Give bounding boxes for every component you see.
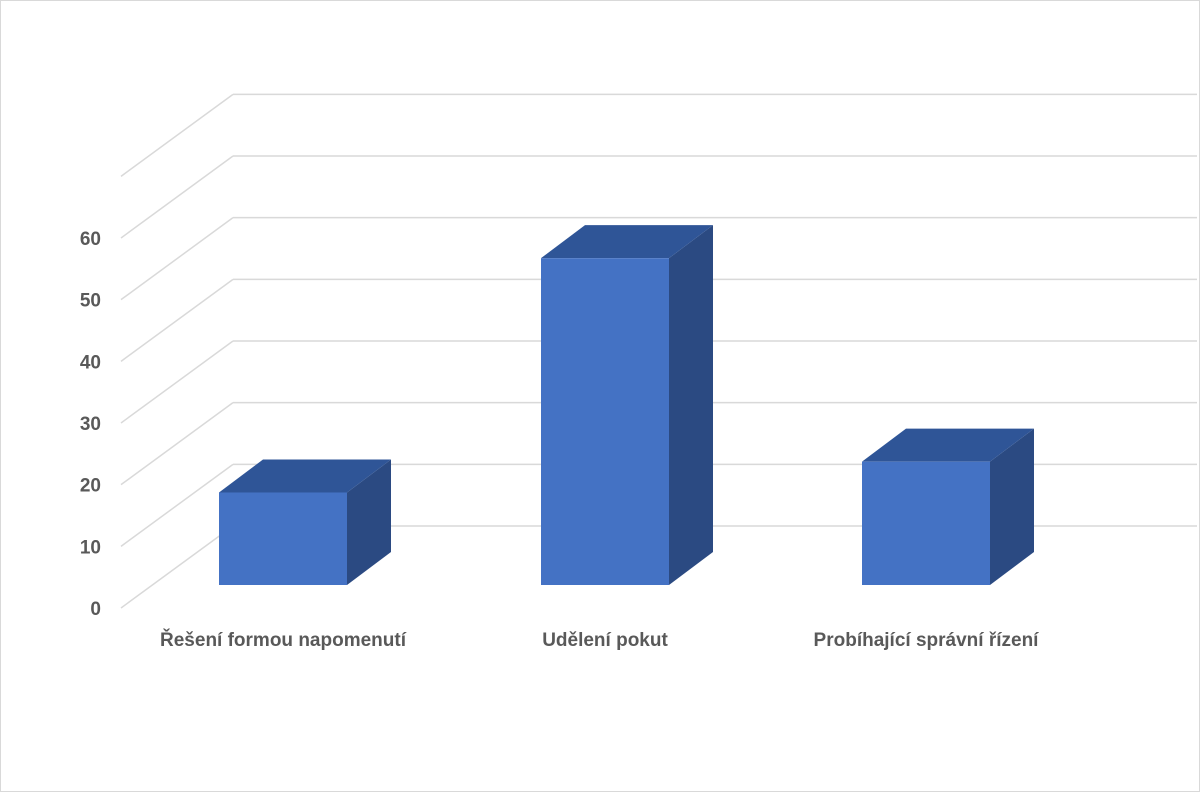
bar-2 — [862, 428, 1034, 585]
y-tick-label: 10 — [80, 537, 101, 558]
gridline-floor-20 — [120, 402, 234, 486]
bar-1 — [541, 225, 713, 585]
grid-layer — [120, 93, 1197, 609]
gridline-floor-40 — [120, 278, 234, 362]
category-label: Řešení formou napomenutí — [160, 629, 407, 651]
bar-side — [990, 428, 1034, 585]
gridline-floor-10 — [120, 463, 234, 547]
y-tick-label: 30 — [80, 414, 101, 435]
gridline-floor-0 — [120, 525, 234, 609]
bar-0 — [219, 459, 391, 585]
bar-front — [862, 461, 990, 585]
gridline-floor-top — [120, 93, 234, 177]
bar-top — [219, 459, 391, 493]
bar-top — [862, 428, 1034, 462]
bar-front — [219, 492, 347, 585]
gridline-floor-60 — [120, 155, 234, 239]
gridline-floor-50 — [120, 217, 234, 301]
category-label: Probíhající správní řízení — [814, 630, 1040, 651]
y-axis-ticks: 0 10 20 30 40 50 60 — [80, 229, 101, 620]
y-tick-label: 60 — [80, 229, 101, 250]
category-labels: Řešení formou napomenutí Udělení pokut Pro… — [160, 629, 1039, 651]
bar-front — [541, 258, 669, 585]
y-tick-label: 0 — [90, 599, 101, 620]
category-label: Udělení pokut — [542, 630, 668, 651]
bars — [219, 225, 1034, 585]
bar-side — [347, 459, 391, 585]
y-tick-label: 50 — [80, 291, 101, 312]
gridline-floor-30 — [120, 340, 234, 424]
bar-top — [541, 225, 713, 259]
y-tick-label: 40 — [80, 352, 101, 373]
bar-side — [669, 225, 713, 585]
y-tick-label: 20 — [80, 476, 101, 497]
